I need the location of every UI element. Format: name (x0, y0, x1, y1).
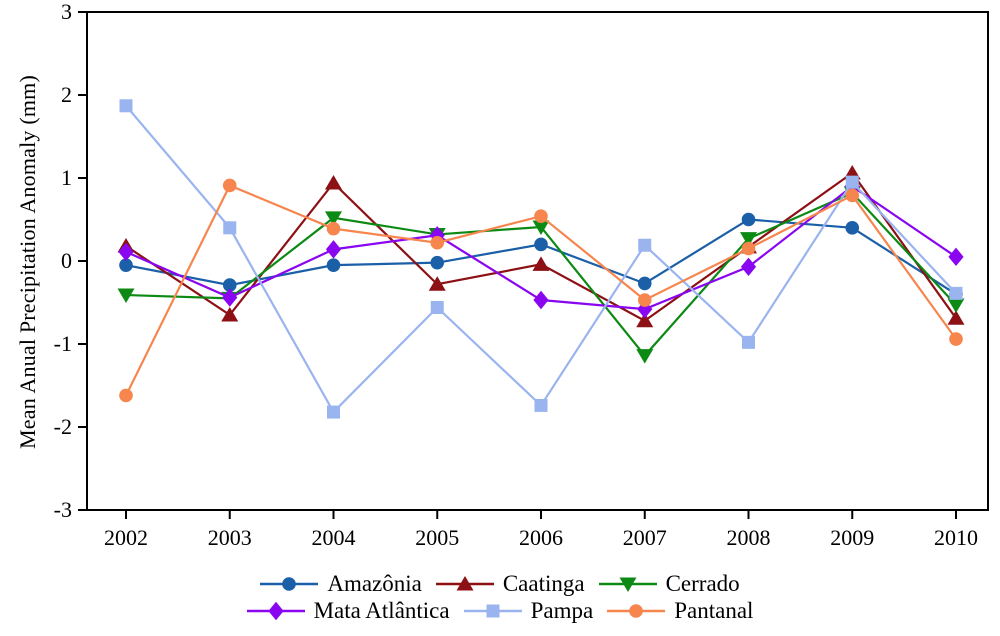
data-point-2002 (117, 288, 135, 304)
data-point-2008 (740, 232, 757, 247)
series-pampa (119, 99, 963, 419)
mata-atlantica-marker-icon (246, 601, 305, 621)
data-point-2004 (327, 405, 340, 419)
legend-label: Pampa (530, 598, 594, 623)
legend-item-pantanal: Pantanal (607, 598, 753, 624)
data-point-2008 (741, 212, 756, 227)
data-point-legend (486, 604, 500, 618)
legend-label: Pantanal (674, 598, 754, 623)
data-point-2005 (430, 300, 444, 314)
y-tick-label: 1 (61, 165, 72, 190)
data-point-2005 (428, 276, 446, 291)
data-point-2010 (948, 247, 964, 267)
legend-item-amazonia: Amazônia (260, 571, 422, 597)
data-point-2002 (119, 258, 133, 272)
data-point-legend (282, 577, 297, 591)
data-point-2005 (430, 235, 445, 250)
data-point-2008 (741, 241, 756, 256)
data-point-2007 (636, 312, 654, 328)
y-tick-label: -1 (54, 331, 72, 356)
data-point-2009 (845, 221, 860, 235)
data-point-legend (629, 604, 644, 618)
data-point-2006 (532, 256, 550, 271)
data-point-2004 (326, 258, 341, 272)
x-tick-label: 2002 (104, 525, 148, 550)
legend-item-cerrado: Cerrado (598, 571, 740, 597)
x-tick-label: 2004 (312, 525, 356, 550)
plot-border (86, 11, 989, 511)
data-point-2002 (118, 242, 134, 262)
legend-item-pampa: Pampa (463, 598, 594, 624)
pantanal-marker-icon (607, 604, 666, 618)
data-point-2004 (325, 211, 342, 226)
data-point-2004 (325, 240, 342, 259)
legend-label: Caatinga (502, 571, 585, 596)
data-point-2006 (533, 290, 549, 310)
axis-ticks (78, 11, 957, 519)
legend-item-caatinga: Caatinga (435, 571, 585, 597)
y-tick-label: -2 (54, 414, 72, 439)
y-tick-label: 2 (61, 82, 72, 107)
y-tick-label: -3 (54, 497, 72, 522)
legend-label: Amazônia (327, 571, 422, 596)
legend-label: Mata Atlântica (313, 598, 450, 623)
data-point-2004 (326, 221, 341, 236)
x-tick-label: 2010 (934, 525, 978, 550)
data-point-2004 (325, 174, 342, 190)
data-point-legend (619, 577, 637, 592)
data-point-2007 (636, 349, 654, 364)
data-point-2010 (947, 298, 965, 313)
data-point-2006 (534, 209, 548, 223)
data-point-2006 (534, 237, 548, 252)
data-point-2006 (534, 398, 548, 412)
data-point-2007 (637, 276, 652, 291)
x-tick-label: 2003 (208, 525, 252, 550)
x-tick-label: 2005 (415, 525, 459, 550)
data-point-2009 (845, 175, 859, 189)
y-axis-title: Mean Anual Precipitation Anomaly (mm) (15, 75, 40, 449)
legend-row: Mata Atlântica Pampa Pantanal (240, 598, 761, 624)
data-point-legend (456, 576, 474, 591)
data-point-2010 (949, 332, 963, 346)
pampa-marker-icon (463, 604, 522, 618)
data-point-2009 (845, 188, 860, 203)
data-point-2005 (430, 255, 445, 270)
cerrado-marker-icon (598, 577, 657, 592)
data-point-2003 (221, 306, 239, 322)
data-point-2008 (740, 257, 757, 277)
data-point-legend (267, 601, 284, 621)
data-point-2010 (949, 286, 963, 300)
data-point-2007 (638, 238, 652, 252)
data-point-2006 (532, 220, 550, 235)
data-point-2002 (119, 99, 133, 113)
amazonia-marker-icon (260, 577, 319, 591)
data-point-2003 (223, 221, 237, 235)
data-point-2003 (222, 278, 237, 292)
series-pantanal (119, 178, 963, 403)
data-point-2008 (742, 335, 755, 349)
x-tick-label: 2008 (727, 525, 771, 550)
data-point-2003 (222, 178, 237, 193)
x-tick-label: 2006 (519, 525, 563, 550)
legend-label: Cerrado (665, 571, 740, 596)
x-tick-label: 2007 (623, 525, 667, 550)
x-tick-label: 2009 (830, 525, 874, 550)
chart-legend: Amazônia Caatinga Cerrado Mata Atlântica Pam… (0, 571, 1000, 624)
y-tick-label: 0 (61, 248, 72, 273)
data-point-2003 (222, 288, 238, 307)
data-point-2010 (947, 310, 965, 325)
data-point-2002 (119, 388, 133, 403)
legend-item-mata-atlantica: Mata Atlântica (246, 598, 450, 624)
legend-row: Amazônia Caatinga Cerrado (253, 571, 746, 597)
y-tick-label: 3 (61, 0, 72, 24)
data-point-2007 (637, 293, 652, 307)
caatinga-marker-icon (435, 576, 494, 591)
